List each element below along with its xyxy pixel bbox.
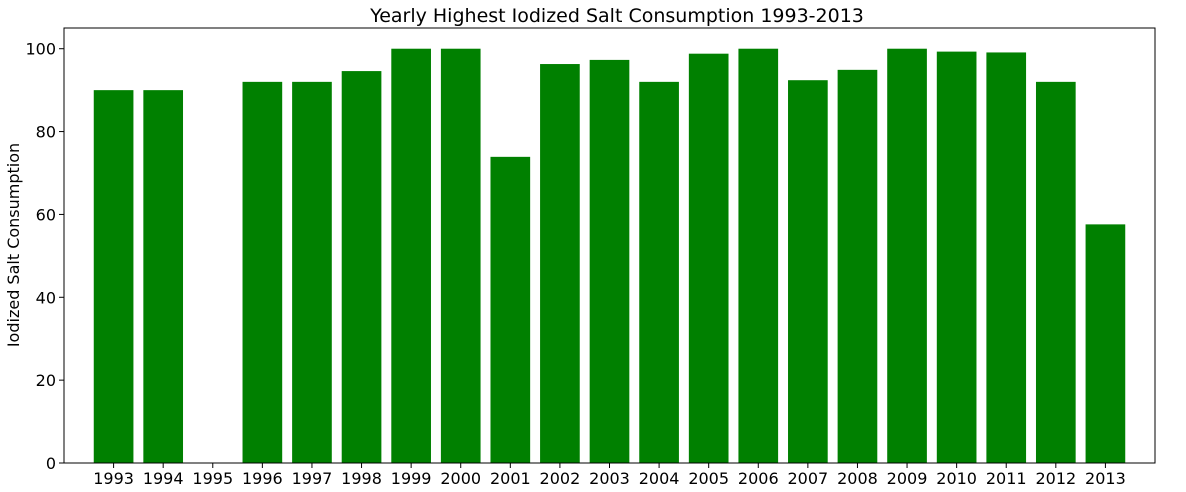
x-tick-label: 2009 <box>887 469 928 488</box>
y-axis-ticks: 0 20 40 60 80 100 <box>25 40 64 473</box>
x-tick-label: 2006 <box>738 469 779 488</box>
y-tick-label: 20 <box>36 371 56 390</box>
plot-frame <box>63 27 1156 464</box>
x-tick-label: 2005 <box>688 469 729 488</box>
bar-2000 <box>440 48 481 463</box>
bar-2013 <box>1085 224 1126 463</box>
x-tick-label: 1996 <box>242 469 283 488</box>
y-tick-label: 40 <box>36 288 56 307</box>
x-tick-label: 2003 <box>589 469 630 488</box>
x-tick-label: 2002 <box>540 469 581 488</box>
bar-2009 <box>887 48 927 463</box>
y-tick-label: 0 <box>46 454 56 473</box>
bar-1993 <box>93 90 134 464</box>
x-tick-label: 2001 <box>490 469 531 488</box>
bar-2010 <box>936 51 977 463</box>
bar-2003 <box>589 59 630 464</box>
x-tick-label: 2008 <box>837 469 878 488</box>
bar-2001 <box>490 156 531 464</box>
bars-group <box>93 48 1126 464</box>
bar-2002 <box>540 64 580 464</box>
bar-2012 <box>1035 81 1076 463</box>
bar-2004 <box>639 81 679 463</box>
bar-1996 <box>242 81 283 463</box>
x-tick-label: 2013 <box>1085 469 1126 488</box>
x-tick-label: 1993 <box>93 469 134 488</box>
bar-2007 <box>788 80 828 463</box>
bar-2005 <box>688 53 729 463</box>
bar-2008 <box>837 69 878 463</box>
x-tick-label: 2004 <box>639 469 680 488</box>
x-axis-ticks: 1993 1994 1995 1996 1997 1998 1999 2000 2001 2002… <box>93 463 1126 488</box>
x-tick-label: 1997 <box>292 469 333 488</box>
y-tick-label: 60 <box>36 205 56 224</box>
y-tick-label: 80 <box>36 123 56 142</box>
x-tick-label: 2012 <box>1035 469 1076 488</box>
x-tick-label: 1998 <box>341 469 382 488</box>
x-tick-label: 2007 <box>788 469 829 488</box>
y-tick-label: 100 <box>25 40 56 59</box>
bar-1999 <box>391 48 431 463</box>
chart-title: Yearly Highest Iodized Salt Consumption … <box>369 5 864 27</box>
x-tick-label: 1994 <box>143 469 184 488</box>
bar-1998 <box>341 71 382 463</box>
x-tick-label: 1999 <box>391 469 432 488</box>
x-tick-label: 2000 <box>440 469 481 488</box>
bar-1997 <box>292 81 332 463</box>
bar-2006 <box>738 48 779 463</box>
x-tick-label: 2010 <box>936 469 977 488</box>
bar-1994 <box>143 90 184 464</box>
x-tick-label: 1995 <box>192 469 233 488</box>
bar-2011 <box>986 52 1027 463</box>
y-axis-label: Iodized Salt Consumption <box>4 143 23 347</box>
x-tick-label: 2011 <box>986 469 1027 488</box>
